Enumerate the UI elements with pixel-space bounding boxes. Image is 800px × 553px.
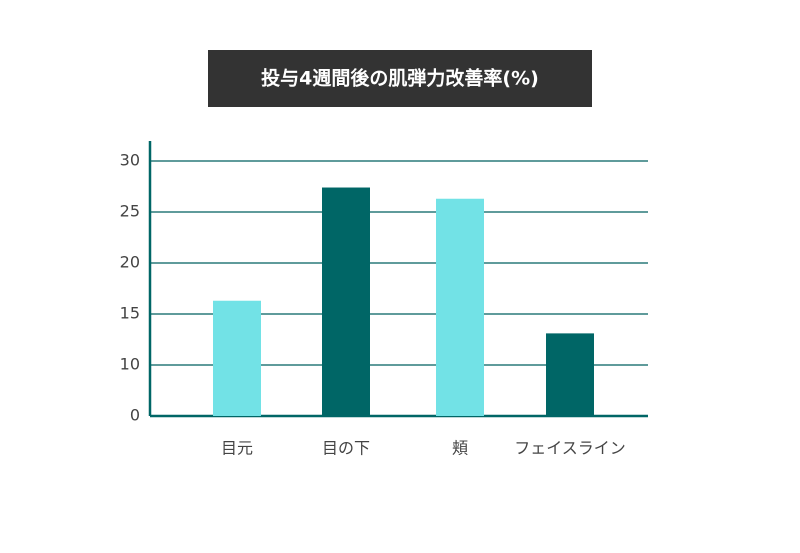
x-tick-label: 頬 <box>452 439 468 458</box>
title-box <box>208 50 592 107</box>
y-tick-label: 10 <box>120 355 140 374</box>
bar <box>436 198 484 416</box>
y-tick-label: 25 <box>120 202 140 221</box>
y-tick-label: 30 <box>120 151 140 170</box>
bar <box>322 187 370 416</box>
x-tick-label: 目の下 <box>322 439 370 458</box>
y-tick-label: 20 <box>120 253 140 272</box>
x-tick-label: フェイスライン <box>514 439 626 458</box>
x-tick-label: 目元 <box>221 439 253 458</box>
bar <box>213 300 261 416</box>
y-tick-label: 15 <box>120 304 140 323</box>
y-tick-label: 0 <box>130 406 140 425</box>
chart-title: 投与4週間後の肌弾力改善率(%) <box>261 67 539 90</box>
bar <box>546 333 594 416</box>
